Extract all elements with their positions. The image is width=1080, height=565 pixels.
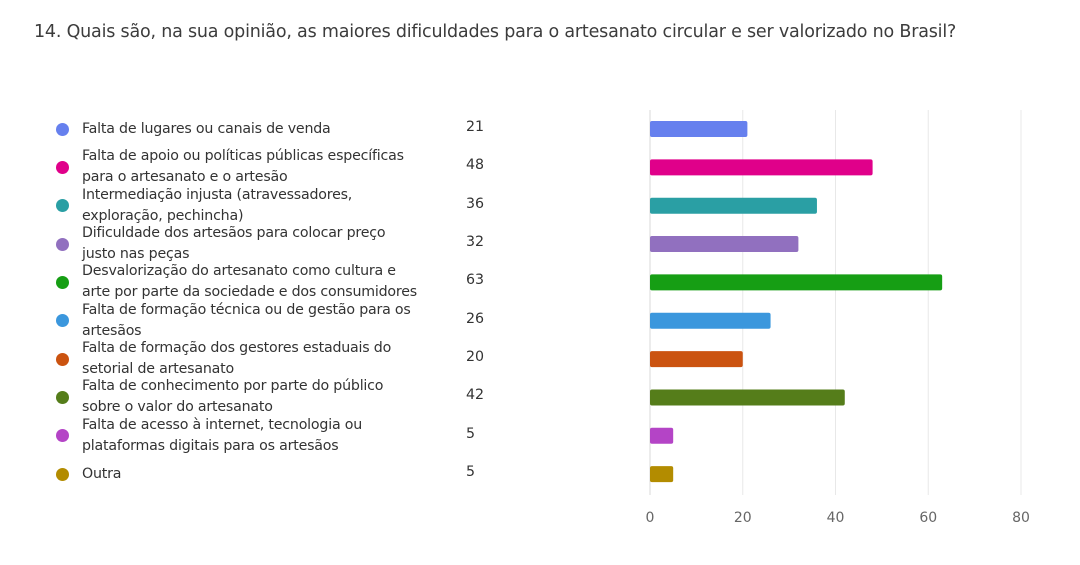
legend-count: 26 xyxy=(466,310,485,327)
legend-label: Falta de apoio ou políticas públicas esp… xyxy=(82,146,427,188)
legend-color-dot-icon xyxy=(56,467,69,481)
bar[interactable] xyxy=(650,197,817,214)
legend-label-line: exploração, pechincha) xyxy=(82,207,244,224)
legend-label: Falta de lugares ou canais de venda xyxy=(82,119,427,140)
bar[interactable] xyxy=(650,466,674,483)
legend-label: Falta de conhecimento por parte do públi… xyxy=(82,376,427,418)
legend-color-dot-icon xyxy=(56,160,69,174)
legend-count: 36 xyxy=(466,195,485,212)
legend-color-dot-icon xyxy=(56,429,69,443)
legend-label-line: justo nas peças xyxy=(82,246,190,263)
legend-color-dot-icon xyxy=(56,275,69,289)
legend-label-line: Dificuldade dos artesãos para colocar pr… xyxy=(82,225,386,242)
legend-count: 42 xyxy=(466,387,485,404)
x-tick-label: 0 xyxy=(646,510,655,526)
legend-color-dot-icon xyxy=(56,122,69,136)
legend-item[interactable]: Intermediação injusta (atravessadores, ex… xyxy=(56,187,496,225)
legend-label-line: Intermediação injusta (atravessadores, xyxy=(82,186,353,203)
legend-count: 20 xyxy=(466,349,485,366)
x-tick-label: 60 xyxy=(919,510,937,526)
legend-label-line: Falta de lugares ou canais de venda xyxy=(82,120,331,137)
bar[interactable] xyxy=(650,312,771,329)
legend-item[interactable]: Falta de formação dos gestores estaduais… xyxy=(56,340,496,378)
legend-count: 63 xyxy=(466,272,485,289)
legend-count: 21 xyxy=(466,119,485,135)
legend-label: Dificuldade dos artesãos para colocar pr… xyxy=(82,223,427,265)
legend-color-dot-icon xyxy=(56,199,69,213)
legend-label: Falta de acesso à internet, tecnologia o… xyxy=(82,415,427,457)
x-tick-label: 80 xyxy=(1012,510,1030,526)
legend-item[interactable]: Dificuldade dos artesãos para colocar pr… xyxy=(56,225,496,263)
legend-item[interactable]: Falta de formação técnica ou de gestão p… xyxy=(56,302,496,340)
legend-color-dot-icon xyxy=(56,237,69,251)
legend-count: 5 xyxy=(466,464,476,481)
legend-label-line: Falta de apoio ou políticas públicas esp… xyxy=(82,148,404,165)
legend-label-line: Falta de acesso à internet, tecnologia o… xyxy=(82,416,363,433)
legend-item[interactable]: Desvalorização do artesanato como cultur… xyxy=(56,263,496,301)
legend-item[interactable]: Falta de conhecimento por parte do públi… xyxy=(56,378,496,416)
legend-label-line: sobre o valor do artesanato xyxy=(82,399,273,416)
legend-item[interactable]: Falta de apoio ou políticas públicas esp… xyxy=(56,148,496,186)
x-tick-label: 40 xyxy=(827,510,845,526)
legend-item[interactable]: Outra 5 xyxy=(56,455,496,493)
legend-color-dot-icon xyxy=(56,314,69,328)
bar[interactable] xyxy=(650,121,748,137)
legend-label: Desvalorização do artesanato como cultur… xyxy=(82,261,427,303)
legend-label-line: para o artesanato e o artesão xyxy=(82,169,288,186)
legend-color-dot-icon xyxy=(56,390,69,404)
legend-label-line: Falta de formação técnica ou de gestão p… xyxy=(82,301,411,318)
legend-label-line: Outra xyxy=(82,465,122,482)
legend-count: 48 xyxy=(466,157,485,174)
legend-label-line: Falta de formação dos gestores estaduais… xyxy=(82,340,392,357)
x-tick-label: 20 xyxy=(734,510,752,526)
bar[interactable] xyxy=(650,159,873,176)
legend-label-line: arte por parte da sociedade e dos consum… xyxy=(82,284,417,301)
legend-label-line: Falta de conhecimento por parte do públi… xyxy=(82,378,384,395)
legend-label: Outra xyxy=(82,464,427,485)
legend-label-line: Desvalorização do artesanato como cultur… xyxy=(82,263,396,280)
legend-color-dot-icon xyxy=(56,352,69,366)
chart-title: 14. Quais são, na sua opinião, as maiore… xyxy=(34,22,957,42)
bar[interactable] xyxy=(650,236,799,253)
legend-item[interactable]: Falta de acesso à internet, tecnologia o… xyxy=(56,417,496,455)
legend-count: 5 xyxy=(466,425,476,442)
legend-label: Falta de formação dos gestores estaduais… xyxy=(82,338,427,380)
legend-item[interactable]: Falta de lugares ou canais de venda 21 xyxy=(56,110,496,148)
legend-label-line: artesãos xyxy=(82,322,142,339)
legend-count: 32 xyxy=(466,234,485,251)
bar[interactable] xyxy=(650,351,743,368)
bar[interactable] xyxy=(650,389,845,406)
bar[interactable] xyxy=(650,427,674,444)
legend-label: Falta de formação técnica ou de gestão p… xyxy=(82,300,427,342)
legend-label-line: plataformas digitais para os artesãos xyxy=(82,437,339,454)
legend-label-line: setorial de artesanato xyxy=(82,361,234,378)
bar[interactable] xyxy=(650,274,943,291)
legend-label: Intermediação injusta (atravessadores, ex… xyxy=(82,185,427,227)
